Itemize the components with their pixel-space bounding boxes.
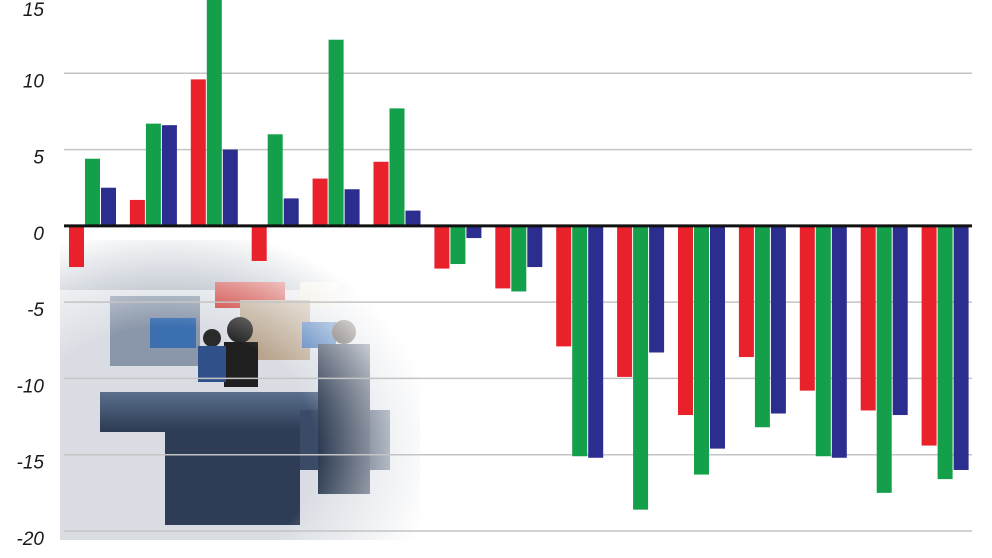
bar-series-3-group-5 bbox=[344, 189, 360, 226]
bar-series-2-group-14 bbox=[876, 225, 892, 493]
bar-series-1-group-13 bbox=[799, 225, 815, 391]
bar-series-2-group-13 bbox=[815, 225, 831, 457]
bar-series-1-group-7 bbox=[434, 225, 450, 269]
bar-series-2-group-8 bbox=[511, 225, 527, 292]
y-tick-label: -10 bbox=[17, 376, 45, 397]
bar-series-1-group-15 bbox=[921, 225, 937, 446]
background-photo bbox=[60, 240, 420, 540]
bar-series-2-group-9 bbox=[572, 225, 588, 457]
bar-series-3-group-9 bbox=[588, 225, 604, 458]
bar-series-3-group-10 bbox=[649, 225, 665, 353]
bar-series-1-group-4 bbox=[251, 225, 267, 261]
bar-series-3-group-1 bbox=[101, 187, 116, 226]
y-tick-label: 10 bbox=[23, 71, 45, 92]
bar-series-1-group-6 bbox=[373, 161, 389, 226]
bar-series-1-group-1 bbox=[69, 225, 84, 268]
bar-series-3-group-14 bbox=[892, 225, 908, 416]
bar-series-3-group-2 bbox=[161, 125, 177, 226]
bar-series-1-group-9 bbox=[556, 225, 572, 347]
y-tick-label: -20 bbox=[17, 529, 45, 550]
bar-series-2-group-4 bbox=[267, 134, 283, 226]
bar-series-3-group-11 bbox=[710, 225, 725, 449]
bar-series-1-group-12 bbox=[738, 225, 754, 358]
bars bbox=[69, 0, 969, 510]
bar-series-2-group-12 bbox=[754, 225, 770, 428]
bar-series-3-group-15 bbox=[953, 225, 969, 470]
bar-series-3-group-4 bbox=[283, 198, 299, 226]
bar-series-1-group-2 bbox=[129, 199, 145, 226]
bar-series-3-group-3 bbox=[222, 149, 238, 226]
bar-series-1-group-5 bbox=[312, 178, 328, 226]
y-tick-label: -5 bbox=[27, 300, 44, 321]
y-axis-tick-labels: 15 10 5 0 -5 -10 -15 -20 bbox=[17, 0, 45, 550]
y-tick-label: 5 bbox=[33, 148, 44, 169]
bar-series-1-group-14 bbox=[860, 225, 876, 411]
y-tick-label: 15 bbox=[23, 0, 45, 21]
bar-series-1-group-3 bbox=[190, 79, 206, 226]
bar-series-2-group-1 bbox=[85, 158, 100, 226]
bar-series-2-group-6 bbox=[389, 108, 405, 226]
bar-series-2-group-2 bbox=[145, 123, 161, 226]
bar-series-3-group-8 bbox=[527, 225, 543, 268]
bar-series-2-group-10 bbox=[633, 225, 649, 510]
bar-series-3-group-13 bbox=[831, 225, 847, 458]
bar-series-1-group-8 bbox=[495, 225, 511, 289]
bar-series-2-group-7 bbox=[450, 225, 466, 264]
bar-series-2-group-5 bbox=[328, 39, 344, 226]
y-tick-label: 0 bbox=[33, 224, 44, 245]
bar-series-1-group-10 bbox=[617, 225, 633, 377]
bar-series-1-group-11 bbox=[678, 225, 693, 416]
bar-series-2-group-15 bbox=[937, 225, 953, 480]
y-tick-label: -15 bbox=[17, 453, 45, 474]
bar-series-3-group-12 bbox=[770, 225, 786, 414]
bar-series-2-group-3 bbox=[206, 0, 222, 226]
bar-series-3-group-7 bbox=[466, 225, 482, 239]
bar-series-2-group-11 bbox=[694, 225, 709, 475]
bar-series-3-group-6 bbox=[405, 210, 421, 226]
